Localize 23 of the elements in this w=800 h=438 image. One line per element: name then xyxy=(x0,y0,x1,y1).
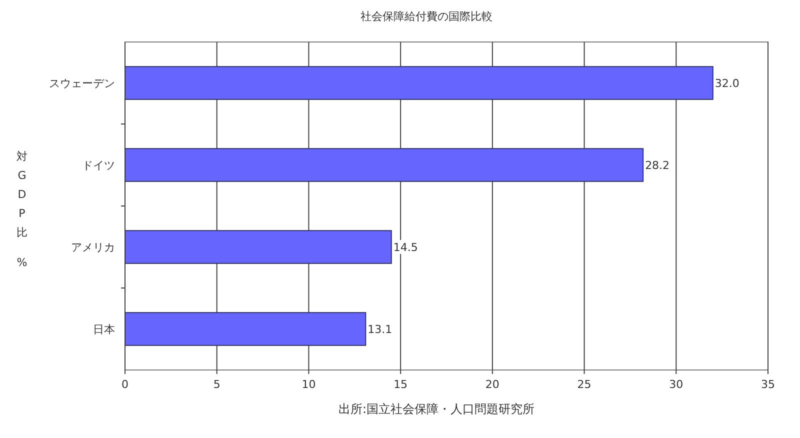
text: 出所:国立社会保障・人口問題研究所 xyxy=(338,402,535,416)
x-tick-label: 5 xyxy=(213,378,220,391)
data-label: 28.2 xyxy=(645,159,670,172)
data-label: 13.1 xyxy=(368,323,392,336)
bar xyxy=(124,230,392,264)
data-label: 14.5 xyxy=(393,241,418,254)
x-tick-label: 25 xyxy=(577,378,592,391)
y-tick-label: ドイツ xyxy=(82,159,115,172)
y-tick-label: アメリカ xyxy=(71,241,115,254)
x-tick-label: 35 xyxy=(761,378,775,391)
bar xyxy=(124,66,714,100)
y-tick-label: 日本 xyxy=(93,323,115,336)
text: 対GDP比 % xyxy=(16,150,28,269)
bar xyxy=(124,312,366,346)
x-tick-label: 30 xyxy=(669,378,684,391)
chart-title: 社会保障給付費の国際比較 xyxy=(360,10,492,23)
x-tick-label: 0 xyxy=(122,378,128,391)
y-tick-label: スウェーデン xyxy=(49,77,115,90)
bar xyxy=(124,148,644,182)
x-tick-label: 15 xyxy=(394,378,408,391)
x-tick-label: 20 xyxy=(485,378,500,391)
x-tick-label: 10 xyxy=(302,378,316,391)
data-label: 32.0 xyxy=(714,77,740,90)
